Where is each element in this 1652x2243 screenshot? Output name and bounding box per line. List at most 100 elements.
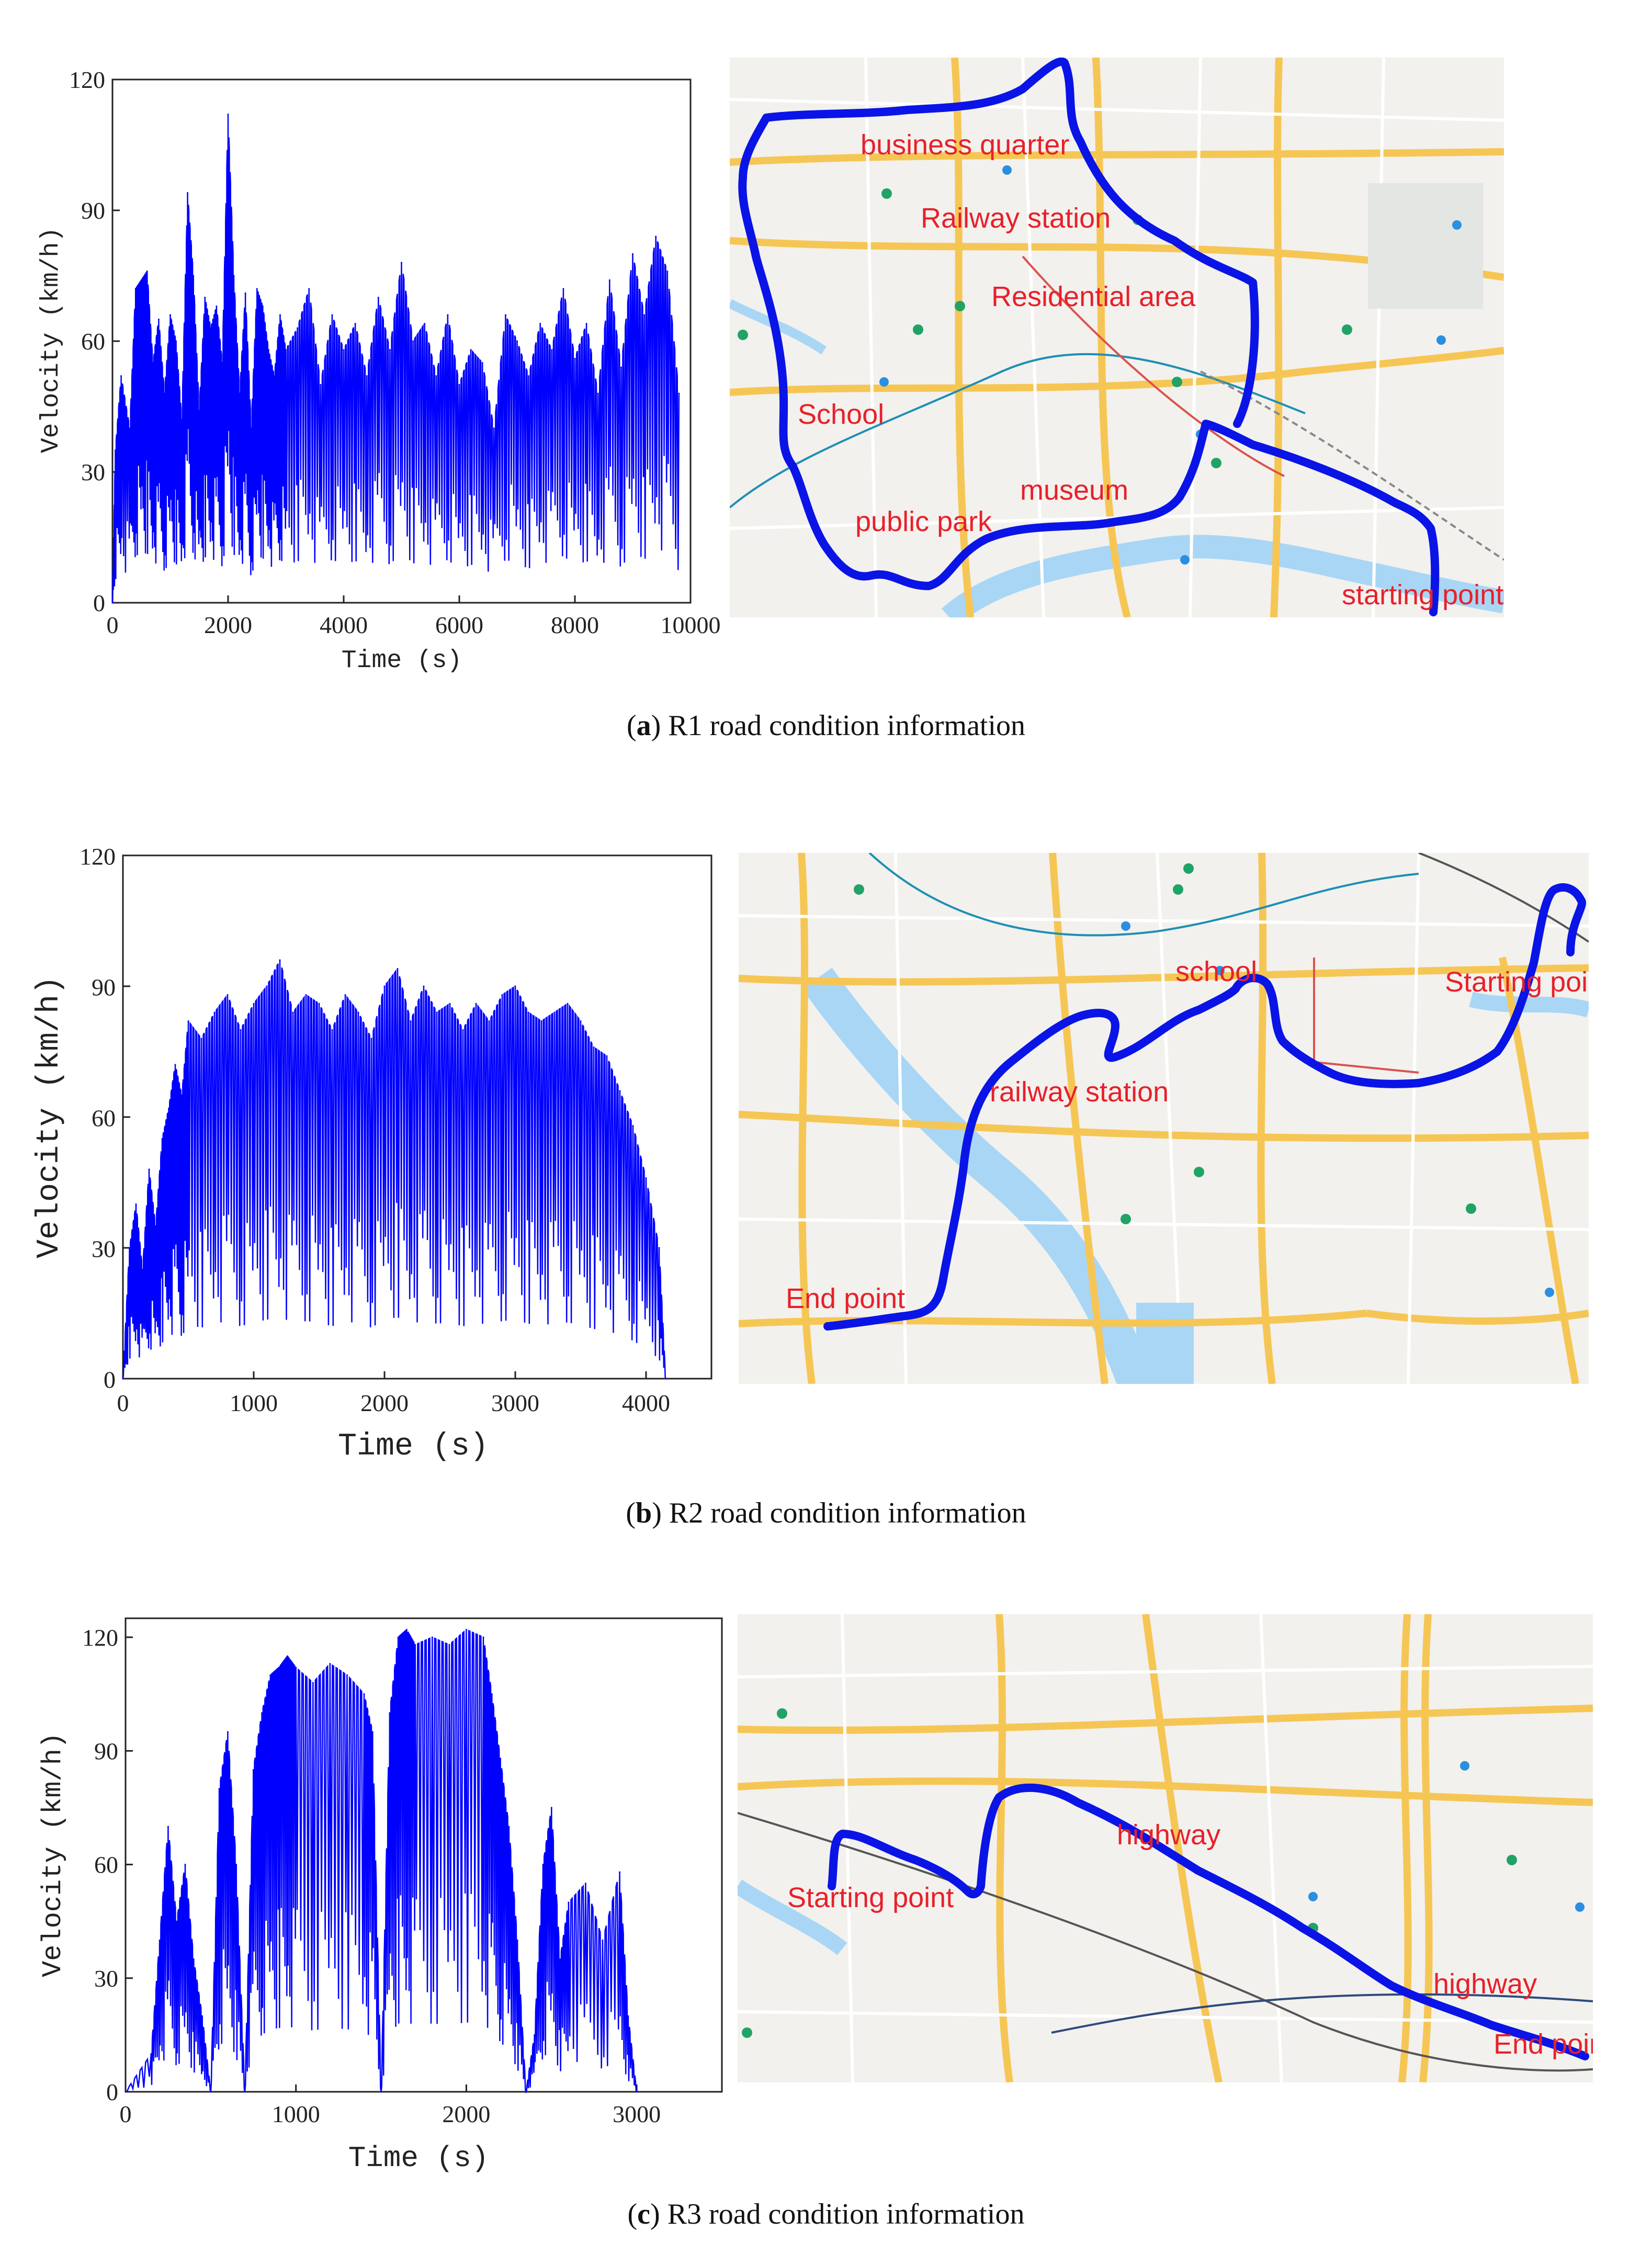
x-tick-label: 1000 [272, 2101, 320, 2127]
x-tick-label: 0 [117, 1390, 129, 1416]
route-path [738, 58, 1440, 616]
velocity-point [410, 1020, 412, 1022]
velocity-point [273, 375, 275, 377]
velocity-point [678, 392, 680, 395]
velocity-point [134, 288, 137, 290]
velocity-point [602, 1939, 604, 1941]
velocity-point [424, 323, 426, 325]
velocity-point [159, 1939, 161, 1941]
velocity-point [308, 288, 310, 290]
velocity-point [514, 985, 516, 987]
velocity-point [250, 427, 252, 430]
velocity-point [244, 292, 246, 294]
velocity-point [619, 1871, 621, 1873]
map-label-highway-2: highway [1433, 1968, 1537, 2000]
velocity-point [431, 1636, 433, 1638]
velocity-point [491, 1693, 493, 1695]
velocity-point [357, 1011, 359, 1013]
velocity-point [540, 1020, 542, 1022]
velocity-point [227, 994, 229, 996]
map-label-end-point: End point [1493, 2028, 1593, 2060]
velocity-point [175, 340, 177, 342]
map-label-school: School [798, 399, 884, 430]
x-axis-label: Time (s) [338, 1429, 489, 1464]
velocity-point [458, 384, 460, 386]
velocity-series-line [122, 960, 666, 1379]
velocity-point [447, 314, 449, 316]
velocity-point [201, 2015, 203, 2017]
map-label-school: school [1175, 956, 1257, 987]
map-label-railway-station: railway station [990, 1076, 1169, 1108]
velocity-point [167, 1825, 169, 1828]
velocity-point [216, 305, 218, 307]
velocity-point [146, 270, 148, 273]
velocity-point [152, 362, 154, 364]
velocity-point [200, 1038, 202, 1040]
velocity-point [397, 968, 399, 970]
minor-roads [738, 1614, 1593, 2082]
velocity-point [465, 1629, 467, 1631]
velocity-series-line [111, 114, 680, 603]
velocity-point [448, 1644, 450, 1646]
velocity-point [567, 1002, 569, 1005]
velocity-point [423, 985, 425, 987]
velocity-point [161, 1138, 163, 1140]
y-tick-label: 120 [82, 1624, 118, 1651]
velocity-point [528, 375, 530, 377]
velocity-point [261, 1712, 263, 1714]
r2-route-map: school Starting point railway station En… [739, 853, 1589, 1384]
velocity-point [593, 1046, 595, 1049]
velocity-point [645, 1177, 647, 1179]
velocity-point [320, 384, 322, 386]
velocity-point [414, 1644, 416, 1646]
y-tick-label: 30 [94, 1965, 118, 1992]
plot-frame [125, 1617, 723, 2093]
x-tick-label: 2000 [442, 2101, 490, 2127]
x-tick-label: 2000 [360, 1390, 409, 1416]
velocity-point [527, 1011, 529, 1013]
velocity-point [627, 2015, 629, 2017]
velocity-point [267, 349, 269, 351]
velocity-point [397, 1636, 399, 1638]
velocity-point [500, 1757, 502, 1760]
velocity-point [227, 114, 229, 116]
metro-line [730, 353, 1306, 509]
x-tick-label: 3000 [491, 1390, 539, 1416]
velocity-point [305, 994, 307, 996]
velocity-point [111, 602, 114, 604]
velocity-point [435, 375, 437, 377]
metro-line [1022, 255, 1285, 477]
x-tick-label: 2000 [204, 612, 252, 638]
velocity-point [150, 2053, 152, 2055]
velocity-point [184, 1864, 186, 1866]
map-label-end-point: End point [786, 1283, 905, 1314]
velocity-point [666, 270, 669, 273]
velocity-point [643, 314, 646, 316]
velocity-point [493, 427, 495, 430]
velocity-point [198, 410, 200, 412]
velocity-point [285, 349, 287, 351]
map-label-museum: museum [1020, 475, 1128, 506]
railway [1051, 1993, 1593, 2034]
y-tick-label: 120 [80, 843, 116, 870]
velocity-point [163, 392, 165, 395]
velocity-point [580, 1020, 582, 1022]
velocity-point [559, 1958, 561, 1960]
velocity-point [221, 362, 223, 364]
velocity-point [155, 1225, 156, 1227]
velocity-point [204, 297, 206, 299]
velocity-point [218, 1788, 220, 1790]
caption-text: R3 road condition information [660, 2198, 1025, 2230]
caption-letter: b [636, 1497, 652, 1529]
x-tick-label: 1000 [230, 1390, 278, 1416]
velocity-point [239, 392, 241, 395]
map-label-public-park: public park [855, 506, 992, 537]
velocity-point [377, 297, 379, 299]
x-tick-label: 3000 [613, 2101, 661, 2127]
transit-markers [1308, 1761, 1585, 1912]
caption-c: (c) R3 road condition information [627, 2198, 1025, 2230]
x-tick-label: 4000 [320, 612, 368, 638]
velocity-point [346, 1674, 348, 1676]
velocity-point [312, 1682, 314, 1684]
velocity-point [240, 1029, 242, 1031]
